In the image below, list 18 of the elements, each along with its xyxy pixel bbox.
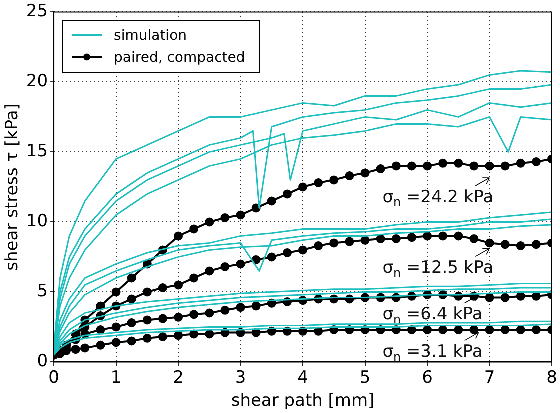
legend-label: simulation [114, 28, 188, 44]
y-tick-label: 0 [37, 352, 48, 372]
y-tick-label: 5 [37, 282, 48, 302]
x-tick-label: 8 [546, 368, 558, 388]
x-tick-label: 1 [110, 368, 122, 388]
x-tick-label: 3 [235, 368, 246, 388]
x-tick-label: 6 [422, 368, 433, 388]
y-tick-label: 25 [26, 2, 48, 22]
y-tick-label: 20 [26, 72, 48, 92]
x-tick-label: 5 [360, 368, 371, 388]
legend-label: paired, compacted [114, 50, 246, 66]
x-tick-label: 7 [484, 368, 496, 388]
x-tick-label: 4 [298, 368, 308, 388]
y-axis-title: shear stress τ [kPa] [2, 104, 23, 271]
x-tick-label: 2 [173, 368, 184, 388]
y-tick-label: 10 [26, 212, 48, 232]
y-tick-label: 15 [26, 142, 48, 162]
x-axis-title: shear path [mm] [231, 391, 375, 412]
